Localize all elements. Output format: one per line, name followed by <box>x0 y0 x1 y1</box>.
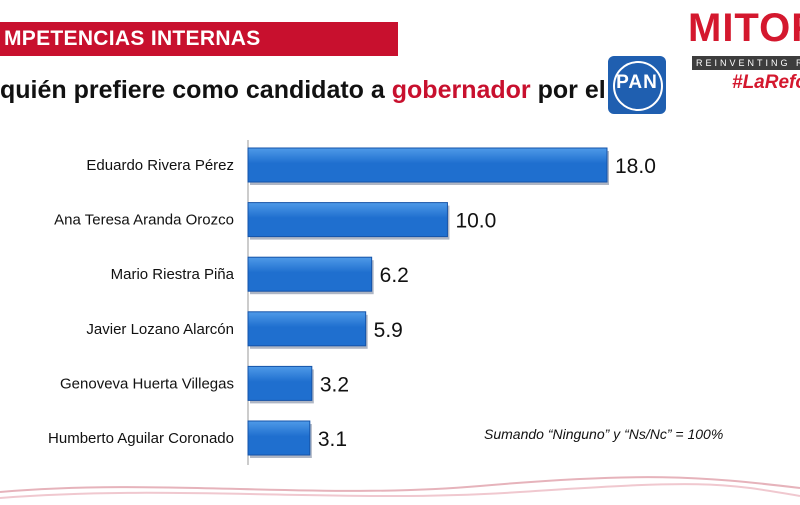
value-label: 3.1 <box>318 428 347 451</box>
value-label: 18.0 <box>615 155 656 178</box>
value-label: 3.2 <box>320 373 349 396</box>
question-text-start: quién prefiere como candidato a <box>0 76 392 104</box>
bar <box>247 256 373 292</box>
category-label: Javier Lozano Alarcón <box>86 321 234 338</box>
value-label: 6.2 <box>380 264 409 287</box>
category-label: Genoveva Huerta Villegas <box>60 375 234 392</box>
bar <box>247 147 608 183</box>
section-banner: MPETENCIAS INTERNAS <box>0 22 398 56</box>
category-label: Eduardo Rivera Pérez <box>86 157 234 174</box>
category-label: Humberto Aguilar Coronado <box>48 430 234 447</box>
question-highlight: gobernador <box>391 76 531 104</box>
brand-logo: MITOF REINVENTING R #LaRefo <box>688 6 800 106</box>
bar <box>247 202 448 238</box>
value-label: 5.9 <box>374 319 403 342</box>
brand-tagline: REINVENTING R <box>692 56 800 70</box>
bar <box>247 311 367 347</box>
chart-question: quién prefiere como candidato a gobernad… <box>0 76 606 105</box>
brand-name: MITOF <box>688 6 800 50</box>
footnote: Sumando “Ninguno” y “Ns/Nc” = 100% <box>484 426 724 442</box>
pan-logo-text: PAN <box>616 72 658 93</box>
bar <box>247 365 313 401</box>
footer-decoration <box>0 476 800 499</box>
brand-hashtag: #LaRefo <box>732 72 800 93</box>
pan-party-logo: PAN <box>608 56 666 114</box>
category-label: Mario Riestra Piña <box>111 266 235 283</box>
section-title: MPETENCIAS INTERNAS <box>4 27 261 50</box>
bar <box>247 420 311 456</box>
pan-logo-ring <box>613 61 663 111</box>
question-text-end: por el <box>530 76 606 104</box>
value-label: 10.0 <box>455 210 496 233</box>
category-label: Ana Teresa Aranda Orozco <box>54 212 234 229</box>
